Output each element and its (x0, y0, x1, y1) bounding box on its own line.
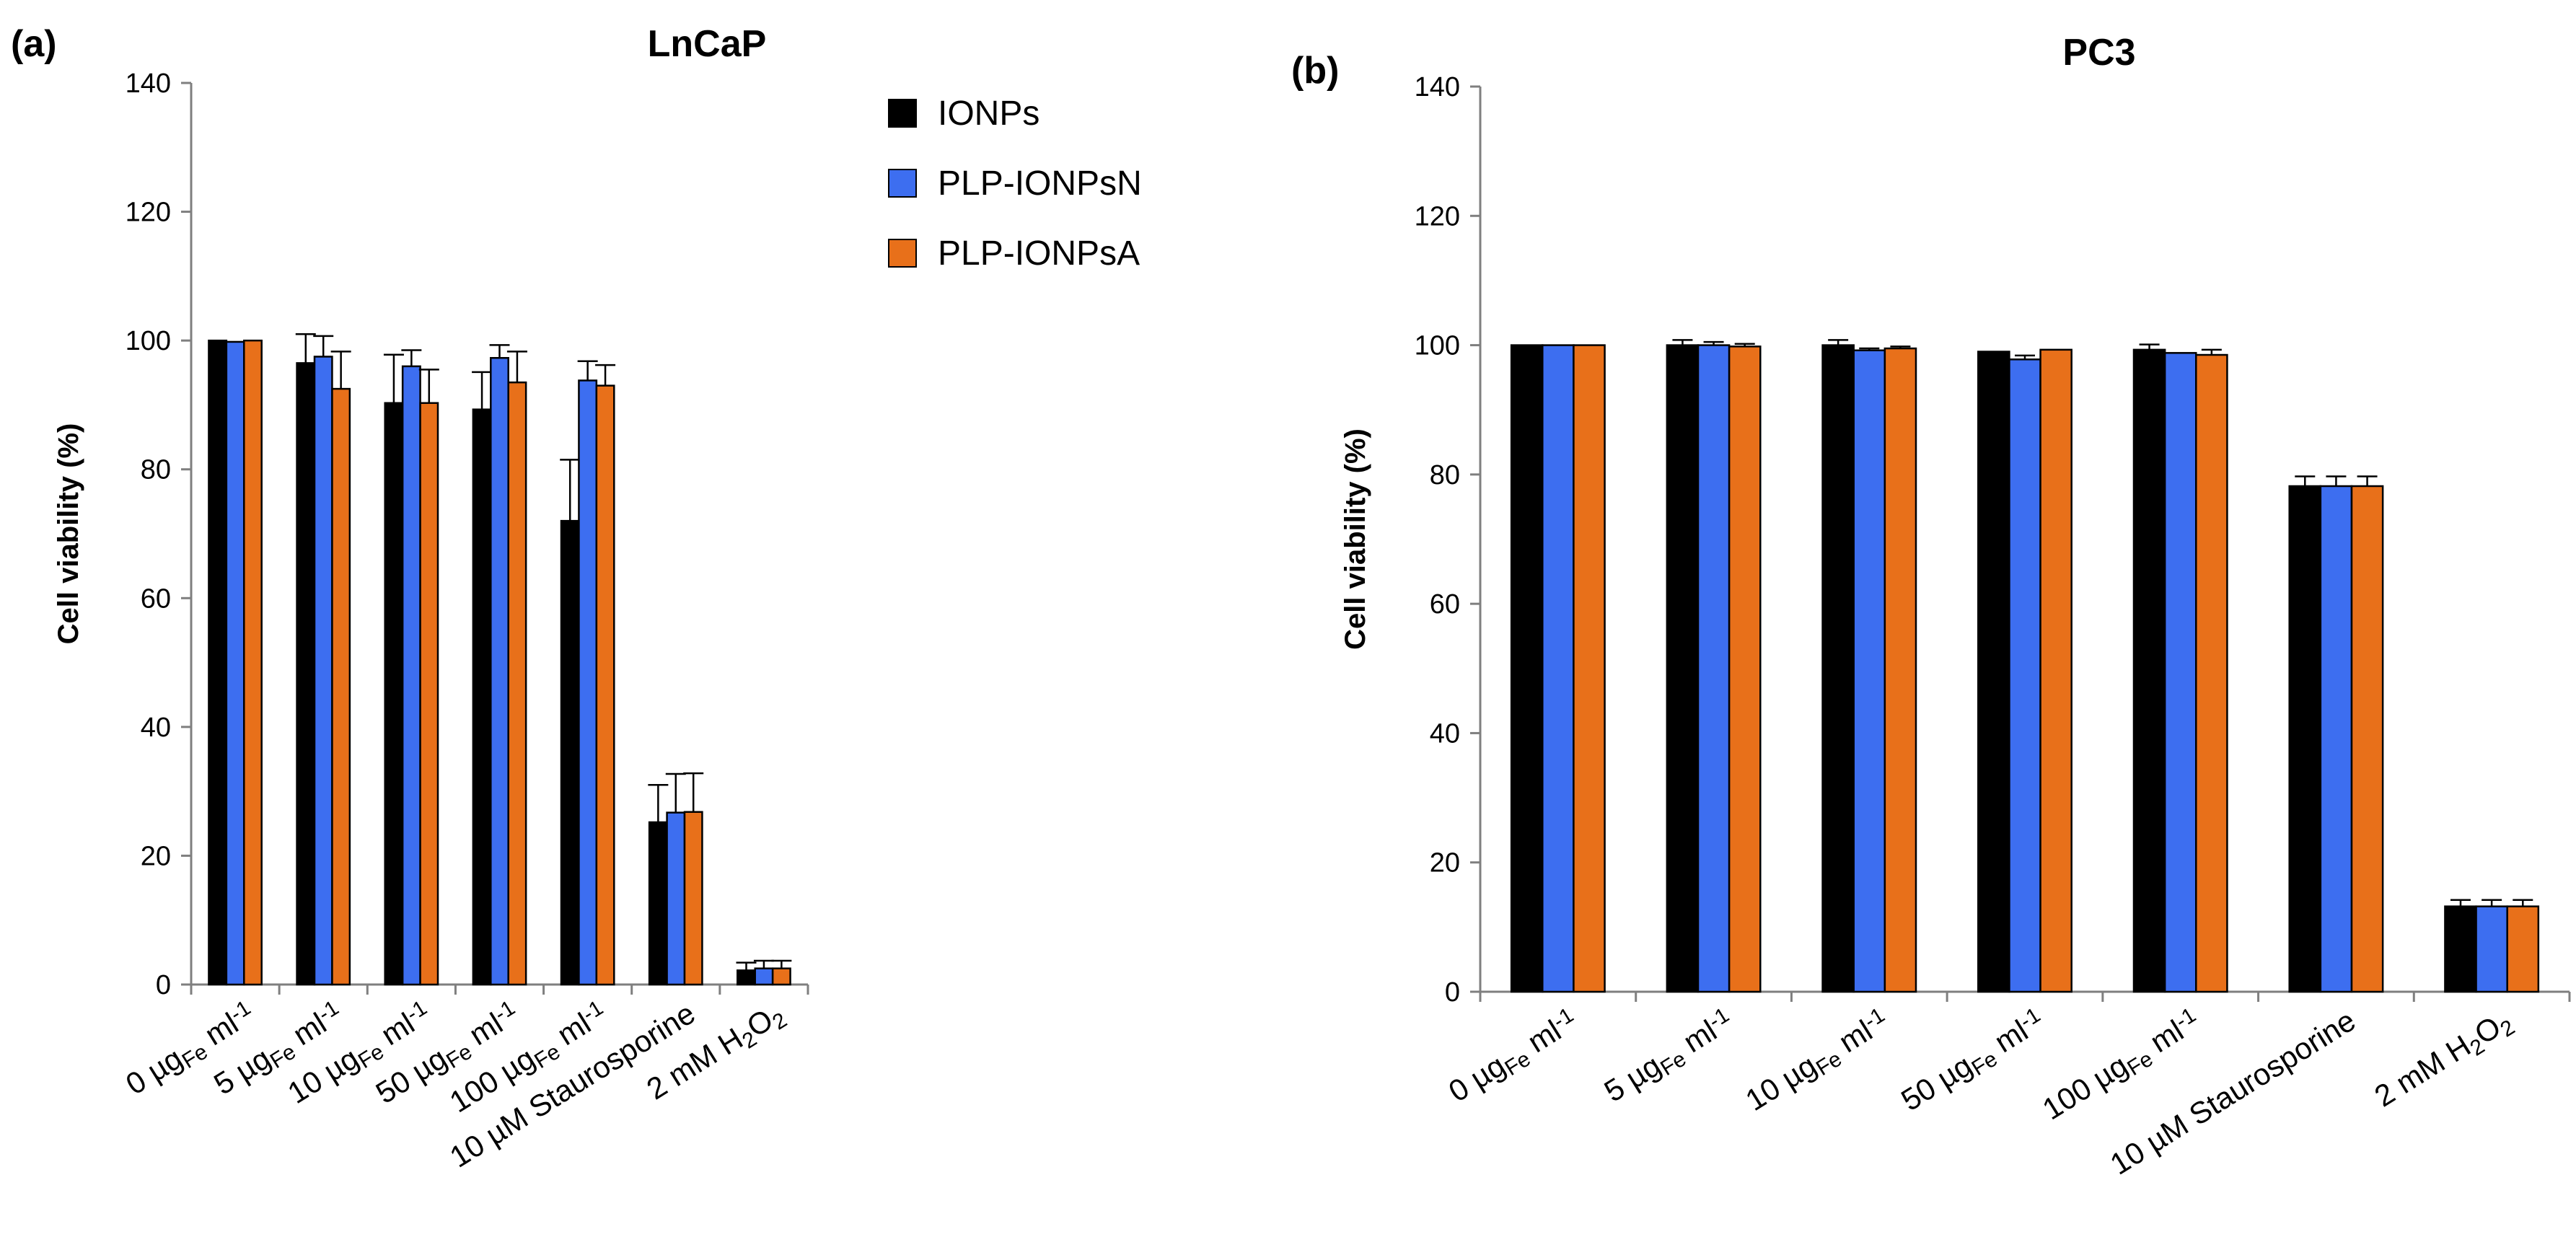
bar-ionps-7 (2444, 905, 2477, 993)
chart-2: (b) PC3 0 20 40 60 80 100 120 140 Cell viability (… (1291, 32, 2571, 1181)
bar-ionps-4 (472, 408, 492, 986)
y-tick-label: 40 (141, 713, 171, 743)
bar-plp-ionpsa-3 (1883, 347, 1917, 993)
chart-title: LnCaP (648, 23, 767, 65)
bar-plp-ionpsn-5 (2163, 352, 2197, 993)
bar-ionps-3 (384, 402, 404, 986)
bar-plp-ionpsa-6 (2350, 485, 2384, 993)
bar-plp-ionpsa-4 (507, 381, 527, 986)
legend-label-plp-ionpsn: PLP-IONPsN (938, 164, 1142, 203)
bar-plp-ionpsn-3 (401, 365, 421, 986)
category-label: 10 µgFe ml-1 (1739, 1003, 1896, 1121)
bar-plp-ionpsa-2 (1728, 345, 1762, 993)
legend-swatch-ionps (888, 99, 917, 128)
legend-label-ionps: IONPs (938, 94, 1039, 133)
legend-swatch-plp-ionpsn (888, 169, 917, 198)
bar-ionps-5 (2132, 348, 2166, 993)
y-tick-label: 140 (1415, 72, 1460, 102)
legend-label-plp-ionpsa: PLP-IONPsA (938, 234, 1140, 273)
y-axis-label: Cell viability (%) (1340, 428, 1371, 650)
bar-ionps-7 (737, 969, 756, 986)
bar-ionps-6 (2288, 485, 2322, 993)
bar-plp-ionpsa-7 (2506, 905, 2540, 993)
bar-plp-ionpsa-1 (1573, 344, 1606, 993)
bar-plp-ionpsn-6 (666, 811, 686, 986)
y-axis-label: Cell viability (%) (53, 423, 84, 645)
bar-plp-ionpsa-5 (2195, 353, 2228, 993)
bar-plp-ionpsn-3 (1852, 349, 1886, 993)
y-tick-label: 80 (1430, 460, 1460, 490)
y-tick-label: 20 (141, 841, 171, 871)
bar-plp-ionpsn-4 (2008, 358, 2041, 993)
bar-ionps-1 (208, 339, 228, 986)
bar-plp-ionpsn-2 (313, 356, 333, 986)
category-label: 0 µgFe ml-1 (1443, 1003, 1586, 1112)
bar-ionps-2 (296, 362, 316, 986)
y-tick-label: 100 (126, 326, 171, 356)
bar-plp-ionpsa-1 (243, 339, 263, 986)
legend: IONPs PLP-IONPsN PLP-IONPsA (888, 94, 1142, 273)
y-tick-label: 140 (126, 69, 171, 99)
y-tick-label: 120 (1415, 201, 1460, 232)
chart-title: PC3 (2062, 32, 2135, 74)
bar-plp-ionpsn-2 (1697, 344, 1731, 993)
chart-1: (a) LnCaP 0 20 40 60 80 100 120 140 Cell viability… (11, 23, 1142, 1174)
category-label: 2 mM H2O2 (2368, 1003, 2518, 1117)
bar-plp-ionpsn-1 (1542, 344, 1575, 993)
bar-ionps-1 (1510, 344, 1544, 993)
bar-plp-ionpsn-7 (754, 967, 774, 986)
bar-ionps-3 (1821, 344, 1855, 993)
y-tick-label: 20 (1430, 848, 1460, 878)
bar-plp-ionpsn-7 (2475, 905, 2508, 993)
category-label: 5 µgFe ml-1 (1599, 1003, 1741, 1112)
y-tick-label: 0 (156, 970, 171, 1000)
y-tick-label: 100 (1415, 331, 1460, 361)
y-tick-label: 120 (126, 198, 171, 228)
y-tick-label: 0 (1445, 977, 1460, 1008)
bar-plp-ionpsn-5 (578, 379, 598, 986)
bar-plp-ionpsn-6 (2319, 485, 2353, 993)
panel-label: (b) (1291, 50, 1339, 92)
bar-plp-ionpsa-5 (595, 384, 615, 986)
bar-plp-ionpsn-4 (490, 357, 509, 986)
category-label: 10 µM Staurosporine (2104, 1003, 2361, 1181)
y-tick-label: 60 (1430, 589, 1460, 620)
bar-plp-ionpsa-2 (331, 387, 351, 986)
panel-label: (a) (11, 23, 57, 65)
bar-ionps-6 (648, 821, 668, 986)
bar-ionps-4 (1977, 351, 2010, 993)
y-tick-label: 40 (1430, 718, 1460, 749)
bar-ionps-2 (1666, 344, 1700, 993)
y-tick-label: 60 (141, 584, 171, 614)
category-label: 50 µgFe ml-1 (1895, 1003, 2052, 1121)
bar-plp-ionpsn-1 (225, 340, 245, 986)
bar-ionps-5 (560, 519, 580, 986)
bar-plp-ionpsa-7 (771, 967, 791, 986)
bar-plp-ionpsa-4 (2039, 348, 2072, 993)
y-tick-label: 80 (141, 455, 171, 485)
bar-plp-ionpsa-3 (419, 402, 439, 986)
legend-swatch-plp-ionpsa (888, 239, 917, 268)
bar-plp-ionpsa-6 (683, 811, 703, 986)
